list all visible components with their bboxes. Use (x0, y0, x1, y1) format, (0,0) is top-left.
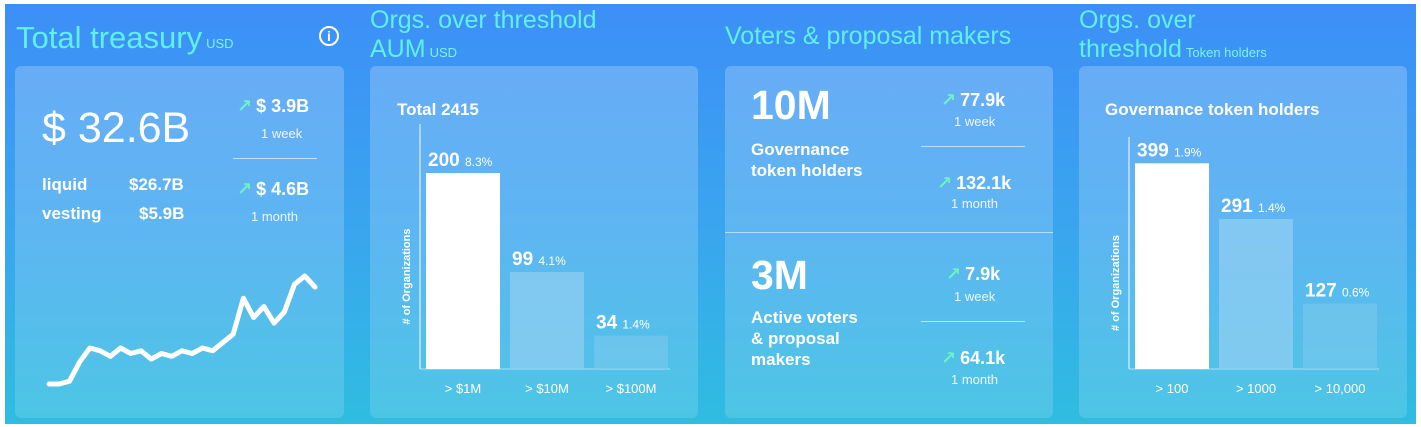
bar-value: 127 (1305, 281, 1342, 302)
active-divider (921, 321, 1025, 322)
active-label-3: makers (751, 350, 811, 369)
bar-value: 34 (596, 313, 622, 334)
bar-value: 200 (428, 150, 465, 171)
bar-value: 291 (1221, 196, 1258, 217)
active-label-2: & proposal (751, 329, 840, 348)
holders-month-change: ↗ 132.1k (937, 173, 1011, 194)
holders-title: Orgs. over threshold Token holders (1079, 6, 1267, 67)
treasury-month-change: ↗ $ 4.6B (237, 179, 309, 200)
treasury-sparkline (46, 273, 318, 387)
bar (1219, 218, 1293, 369)
holders-title-line1: Orgs. over (1079, 6, 1196, 34)
aum-unit: USD (429, 45, 458, 60)
aum-bar-chart: # of Organizations 200 8.3% > $1M 99 4.1% > … (401, 124, 670, 396)
x-tick-label: > $1M (445, 381, 482, 396)
bar (1135, 163, 1209, 369)
up-arrow-icon: ↗ (937, 173, 953, 193)
bar-value-label: 200 8.3% (428, 150, 493, 171)
y-axis-label: # of Organizations (1110, 235, 1122, 331)
voters-title: Voters & proposal makers (725, 22, 1012, 50)
bar-percent: 4.1% (538, 254, 566, 268)
bar (1303, 303, 1377, 369)
treasury-title: Total treasury USD (16, 22, 234, 53)
up-arrow-icon: ↗ (946, 264, 962, 284)
bar-percent: 1.4% (1258, 201, 1286, 215)
holders-label-1: Governance (751, 140, 850, 159)
holders-total: 10M (751, 82, 831, 128)
treasury-week-value: $ 3.9B (256, 96, 310, 116)
holders-week-label: 1 week (954, 114, 996, 129)
x-tick-label: > $10M (525, 381, 569, 396)
aum-total: Total 2415 (397, 100, 479, 119)
treasury-week-label: 1 week (261, 126, 303, 141)
bar (426, 173, 500, 369)
treasury-week-change: ↗ $ 3.9B (237, 96, 309, 117)
bar-percent: 1.4% (622, 318, 650, 332)
voters-section-divider (725, 232, 1053, 233)
active-month-value: 64.1k (960, 348, 1006, 368)
active-label-1: Active voters (751, 308, 858, 327)
bar-value-label: 291 1.4% (1221, 196, 1286, 217)
holders-week-change: ↗ 77.9k (941, 90, 1005, 111)
active-month-change: ↗ 64.1k (941, 348, 1005, 369)
aum-title-line1: Orgs. over threshold (370, 6, 597, 34)
active-month-label: 1 month (951, 372, 998, 387)
x-tick-label: > 10,000 (1315, 381, 1366, 396)
holders-subtitle: Governance token holders (1105, 100, 1320, 119)
active-week-value: 7.9k (965, 264, 1001, 284)
holders-label-2: token holders (751, 161, 863, 180)
y-axis-label: # of Organizations (401, 229, 413, 325)
treasury-unit: USD (206, 36, 234, 51)
treasury-month-label: 1 month (251, 209, 298, 224)
bar-value-label: 399 1.9% (1137, 140, 1202, 161)
holders-month-label: 1 month (951, 196, 998, 211)
up-arrow-icon: ↗ (941, 90, 957, 110)
treasury-total: $ 32.6B (42, 104, 191, 152)
x-tick-label: > $100M (606, 381, 657, 396)
aum-title-line2: AUM (370, 35, 426, 63)
up-arrow-icon: ↗ (941, 348, 957, 368)
holders-bar-chart: # of Organizations 399 1.9% > 100 291 1.4% >… (1110, 137, 1379, 396)
voters-card: 10M Governance token holders ↗ 77.9k 1 we… (725, 66, 1053, 418)
treasury-card: $ 32.6B ↗ $ 3.9B 1 week ↗ $ 4.6B 1 month l… (15, 66, 344, 418)
bar (510, 271, 584, 369)
aum-title: Orgs. over threshold AUM USD (370, 6, 597, 67)
bar-percent: 8.3% (465, 155, 493, 169)
bar-value-label: 34 1.4% (596, 313, 650, 334)
bar-value: 399 (1137, 140, 1174, 161)
up-arrow-icon: ↗ (237, 179, 253, 199)
holders-month-value: 132.1k (956, 173, 1012, 193)
aum-card: Total 2415 # of Organizations 200 8.3% > $… (370, 66, 698, 418)
x-tick-label: > 100 (1156, 381, 1189, 396)
sparkline-path (46, 273, 318, 387)
holders-divider (921, 146, 1025, 147)
bar-value-label: 127 0.6% (1305, 281, 1370, 302)
bar-percent: 1.9% (1174, 145, 1202, 159)
treasury-divider (233, 158, 317, 159)
treasury-title-text: Total treasury (16, 20, 203, 55)
up-arrow-icon: ↗ (237, 96, 253, 116)
dashboard: Total treasury USD i $ 32.6B ↗ $ 3.9B 1 we… (5, 4, 1416, 424)
bar (594, 335, 668, 369)
vesting-label: vesting (42, 204, 102, 223)
active-week-change: ↗ 7.9k (946, 264, 1000, 285)
bar-value-label: 99 4.1% (512, 249, 566, 270)
liquid-value: $26.7B (129, 175, 184, 194)
holders-title-line2: threshold (1079, 35, 1182, 63)
liquid-label: liquid (42, 175, 88, 194)
treasury-month-value: $ 4.6B (256, 179, 310, 199)
info-icon[interactable]: i (319, 26, 339, 46)
vesting-value: $5.9B (139, 204, 185, 223)
holders-week-value: 77.9k (960, 90, 1006, 110)
bar-value: 99 (512, 249, 538, 270)
x-tick-label: > 1000 (1236, 381, 1276, 396)
holders-unit: Token holders (1185, 45, 1267, 60)
active-week-label: 1 week (954, 289, 996, 304)
active-total: 3M (751, 252, 808, 298)
holders-card: Governance token holders # of Organizati… (1079, 66, 1407, 418)
bar-percent: 0.6% (1342, 286, 1370, 300)
